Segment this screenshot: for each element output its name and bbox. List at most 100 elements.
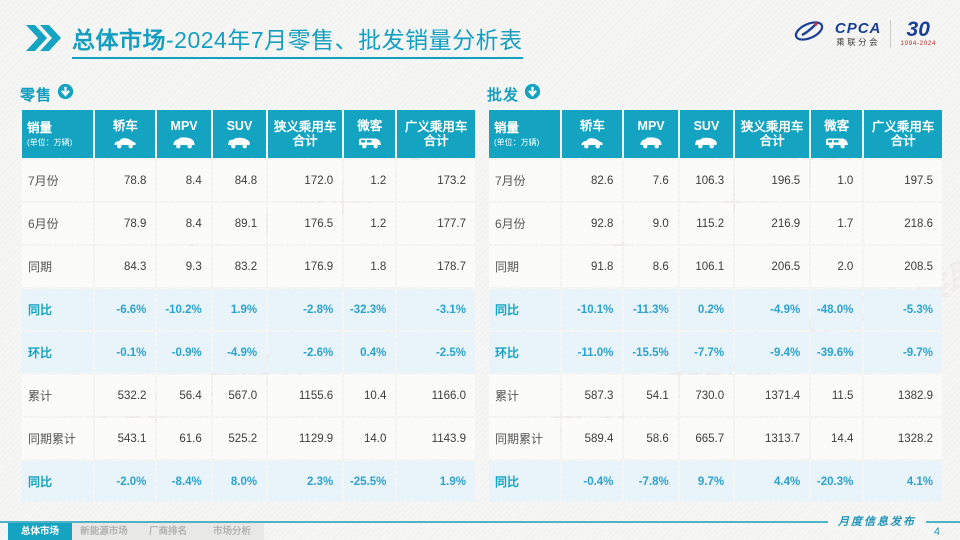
row-label: 7月份 — [22, 160, 94, 201]
footer-tab-新能源市场[interactable]: 新能源市场 — [80, 526, 128, 537]
row-label: 6月份 — [489, 203, 561, 244]
data-cell: 1382.9 — [864, 375, 942, 416]
cpca-subtitle: 乘联分会 — [836, 36, 881, 47]
footer-tab-总体市场[interactable]: 总体市场 — [8, 523, 72, 540]
data-cell: 730.0 — [679, 375, 734, 416]
double-chevron-icon — [26, 24, 62, 56]
row-label: 同期累计 — [489, 418, 561, 459]
data-cell: -7.8% — [624, 461, 678, 502]
table-row: 累计 532.2 56.4 567.0 1155.6 10.4 1166.0 — [22, 375, 475, 416]
anniversary-number: 30 — [906, 18, 930, 42]
page-title-rest: -2024年7月零售、批发销量分析表 — [166, 27, 523, 53]
data-cell: 1.0 — [811, 160, 863, 201]
data-cell: 54.1 — [624, 375, 678, 416]
van-icon — [344, 135, 395, 149]
data-cell: -11.3% — [624, 289, 678, 330]
data-cell: 206.5 — [735, 246, 810, 287]
data-cell: -0.4% — [562, 461, 623, 502]
row-label: 同期 — [22, 246, 94, 287]
column-header: 轿车 — [562, 110, 623, 158]
data-cell: -39.6% — [811, 332, 863, 373]
column-header: 广义乘用车 合计 — [864, 110, 942, 158]
data-cell: 1166.0 — [397, 375, 475, 416]
cpca-logo-text: CPCA 乘联分会 — [835, 21, 882, 47]
data-cell: 525.2 — [212, 418, 267, 459]
sedan-icon — [562, 135, 622, 149]
data-cell: 14.0 — [344, 418, 396, 459]
data-cell: -32.3% — [344, 289, 396, 330]
data-cell: 1371.4 — [735, 375, 810, 416]
cpca-swoosh-icon — [792, 18, 826, 49]
footer-tab-市场分析[interactable]: 市场分析 — [212, 526, 251, 537]
footer-rule — [0, 521, 960, 523]
data-cell: 91.8 — [562, 246, 623, 287]
data-cell: 84.3 — [95, 246, 156, 287]
column-header: MPV — [157, 110, 211, 158]
data-cell: 587.3 — [562, 375, 623, 416]
row-label: 同期 — [489, 246, 561, 287]
page-title-section: 总体市场 — [72, 27, 166, 53]
data-cell: 82.6 — [562, 160, 623, 201]
data-cell: 177.7 — [397, 203, 475, 244]
row-label: 环比 — [22, 332, 94, 373]
table-row: 同比 -0.4% -7.8% 9.7% 4.4% -20.3% 4.1% — [489, 461, 942, 502]
data-cell: -0.9% — [157, 332, 211, 373]
table-row: 环比 -0.1% -0.9% -4.9% -2.6% 0.4% -2.5% — [22, 332, 475, 373]
column-header: 微客 — [811, 110, 863, 158]
data-cell: -2.8% — [268, 289, 343, 330]
row-label: 同比 — [22, 461, 94, 502]
row-label: 累计 — [489, 375, 561, 416]
row-label: 累计 — [22, 375, 94, 416]
row-label: 6月份 — [22, 203, 94, 244]
data-cell: 543.1 — [95, 418, 156, 459]
footer-tab-厂商排名[interactable]: 厂商排名 — [148, 526, 187, 537]
footer-tab-strip: 总体市场 新能源市场 厂商排名 市场分析 — [8, 523, 264, 540]
data-cell: 176.5 — [268, 203, 343, 244]
data-cell: 4.4% — [735, 461, 810, 502]
retail-table: 销量 (单位：万辆) 轿车 MPV SUV 狭义乘用车 合计 微客 广义乘用车 合计 7月份 78.8… — [20, 108, 477, 504]
data-cell: 196.5 — [735, 160, 810, 201]
data-cell: 7.6 — [624, 160, 678, 201]
table-row: 累计 587.3 54.1 730.0 1371.4 11.5 1382.9 — [489, 375, 942, 416]
suv-icon — [213, 135, 266, 149]
data-cell: 8.6 — [624, 246, 678, 287]
data-cell: 4.1% — [864, 461, 942, 502]
circle-down-arrow-icon — [524, 83, 541, 105]
retail-title: 零售 — [20, 86, 53, 104]
table-row: 同比 -2.0% -8.4% 8.0% 2.3% -25.5% 1.9% — [22, 461, 475, 502]
page-number: 4 — [933, 526, 940, 538]
table-header-row: 销量 (单位：万辆) 轿车 MPV SUV 狭义乘用车 合计 微客 广义乘用车 合计 — [489, 110, 942, 158]
data-cell: 173.2 — [397, 160, 475, 201]
data-cell: -6.6% — [95, 289, 156, 330]
table-header-row: 销量 (单位：万辆) 轿车 MPV SUV 狭义乘用车 合计 微客 广义乘用车 合计 — [22, 110, 475, 158]
publication-label: 月度信息发布 — [828, 513, 926, 529]
data-cell: 176.9 — [268, 246, 343, 287]
data-cell: 1.9% — [397, 461, 475, 502]
data-cell: 89.1 — [212, 203, 267, 244]
data-cell: 567.0 — [212, 375, 267, 416]
column-header: SUV — [212, 110, 267, 158]
data-cell: 106.3 — [679, 160, 734, 201]
sales-unit-header: 销量 (单位：万辆) — [22, 110, 94, 158]
page-title: 总体市场-2024年7月零售、批发销量分析表 — [72, 21, 523, 59]
data-cell: 92.8 — [562, 203, 623, 244]
data-cell: -4.9% — [735, 289, 810, 330]
data-cell: 8.4 — [157, 203, 211, 244]
data-cell: -2.5% — [397, 332, 475, 373]
anniversary-logo: 30 1994-2024 — [900, 19, 936, 48]
title-row: 总体市场-2024年7月零售、批发销量分析表 — [26, 21, 523, 59]
data-cell: 2.3% — [268, 461, 343, 502]
column-header: SUV — [679, 110, 734, 158]
column-header: 狭义乘用车 合计 — [735, 110, 810, 158]
data-cell: 61.6 — [157, 418, 211, 459]
row-label: 7月份 — [489, 160, 561, 201]
data-cell: -10.1% — [562, 289, 623, 330]
data-cell: -48.0% — [811, 289, 863, 330]
table-row: 同比 -10.1% -11.3% 0.2% -4.9% -48.0% -5.3% — [489, 289, 942, 330]
data-cell: -5.3% — [864, 289, 942, 330]
column-header: MPV — [624, 110, 678, 158]
wholesale-title: 批发 — [487, 86, 520, 104]
anniversary-years: 1994-2024 — [900, 40, 936, 48]
data-cell: -4.9% — [212, 332, 267, 373]
data-cell: 532.2 — [95, 375, 156, 416]
